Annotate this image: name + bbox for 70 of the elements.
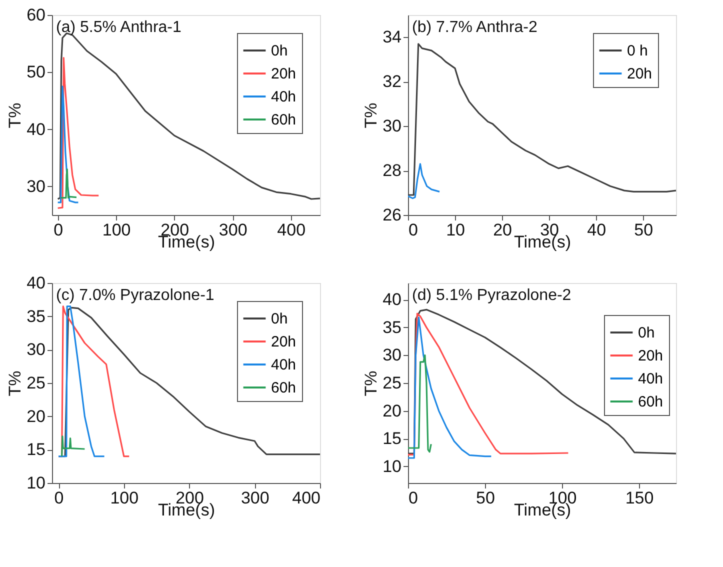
legend-label: 0 h [627, 42, 648, 60]
y-tick-label: 60 [26, 6, 46, 24]
legend-label: 60h [271, 112, 296, 128]
legend-label: 40h [271, 88, 296, 106]
x-tick-label: 100 [102, 220, 131, 240]
legend-label: 20h [627, 66, 652, 82]
y-tick-label: 30 [26, 176, 46, 196]
y-tick-label: 25 [382, 374, 402, 392]
legend-label: 20h [271, 334, 296, 350]
legend-label: 0h [638, 324, 655, 342]
x-tick-label: 300 [218, 220, 248, 240]
chart-title: (a) 5.5% Anthra-1 [56, 19, 182, 36]
legend-label: 40h [271, 356, 296, 374]
y-axis-title: T% [6, 102, 25, 128]
line-series [57, 57, 100, 209]
y-tick-label: 25 [26, 374, 46, 392]
y-tick-label: 35 [382, 318, 402, 337]
y-tick-label: 40 [26, 120, 46, 139]
x-tick-label: 100 [110, 488, 139, 508]
legend-label: 0h [271, 310, 288, 328]
line-series [408, 316, 492, 459]
y-axis-title: T% [362, 370, 381, 396]
x-tick-label: 50 [634, 220, 654, 240]
y-tick-label: 35 [26, 306, 46, 326]
line-series [408, 354, 432, 453]
y-tick-label: 28 [382, 161, 402, 180]
y-axis-title: T% [6, 370, 25, 396]
y-tick-label: 34 [382, 28, 402, 47]
line-series [408, 163, 440, 200]
legend-label: 20h [638, 348, 664, 364]
x-tick-label: 0 [54, 488, 64, 508]
legend-label: 60h [638, 394, 664, 410]
line-series [60, 168, 78, 199]
x-tick-label: 20 [493, 220, 512, 240]
y-tick-label: 32 [382, 72, 402, 92]
chart-title: (d) 5.1% Pyrazolone-2 [412, 287, 572, 304]
x-tick-label: 400 [277, 220, 306, 240]
x-tick-label: 40 [587, 220, 606, 240]
legend-label: 60h [271, 380, 296, 396]
chart-title: (b) 7.7% Anthra-2 [412, 19, 538, 36]
y-tick-label: 15 [26, 440, 46, 460]
y-tick-label: 30 [382, 116, 402, 136]
x-tick-label: 0 [408, 220, 418, 240]
y-tick-label: 15 [382, 429, 402, 448]
chart-title: (c) 7.0% Pyrazolone-1 [56, 287, 214, 304]
x-tick-label: 50 [476, 488, 495, 508]
line-series [408, 43, 676, 196]
x-tick-label: 0 [408, 488, 418, 508]
x-tick-label: 400 [292, 488, 320, 508]
x-tick-label: 10 [446, 220, 465, 240]
x-tick-label: 150 [625, 488, 654, 508]
x-tick-label: 300 [240, 488, 270, 508]
line-series [58, 306, 106, 458]
y-tick-label: 10 [26, 474, 46, 492]
y-axis-title: T% [362, 102, 381, 128]
y-tick-label: 50 [26, 62, 46, 82]
legend-label: 0h [271, 42, 288, 60]
x-tick-label: 0 [54, 220, 64, 240]
y-tick-label: 26 [382, 206, 402, 224]
y-tick-label: 30 [26, 340, 46, 360]
y-tick-label: 30 [382, 346, 402, 365]
line-series [57, 86, 80, 204]
y-tick-label: 20 [26, 406, 46, 426]
line-series [61, 436, 86, 458]
y-tick-label: 40 [382, 290, 402, 310]
y-tick-label: 10 [382, 456, 402, 476]
y-tick-label: 20 [382, 401, 402, 420]
legend-label: 40h [638, 370, 664, 388]
legend-label: 20h [271, 66, 296, 82]
y-tick-label: 40 [26, 274, 46, 292]
